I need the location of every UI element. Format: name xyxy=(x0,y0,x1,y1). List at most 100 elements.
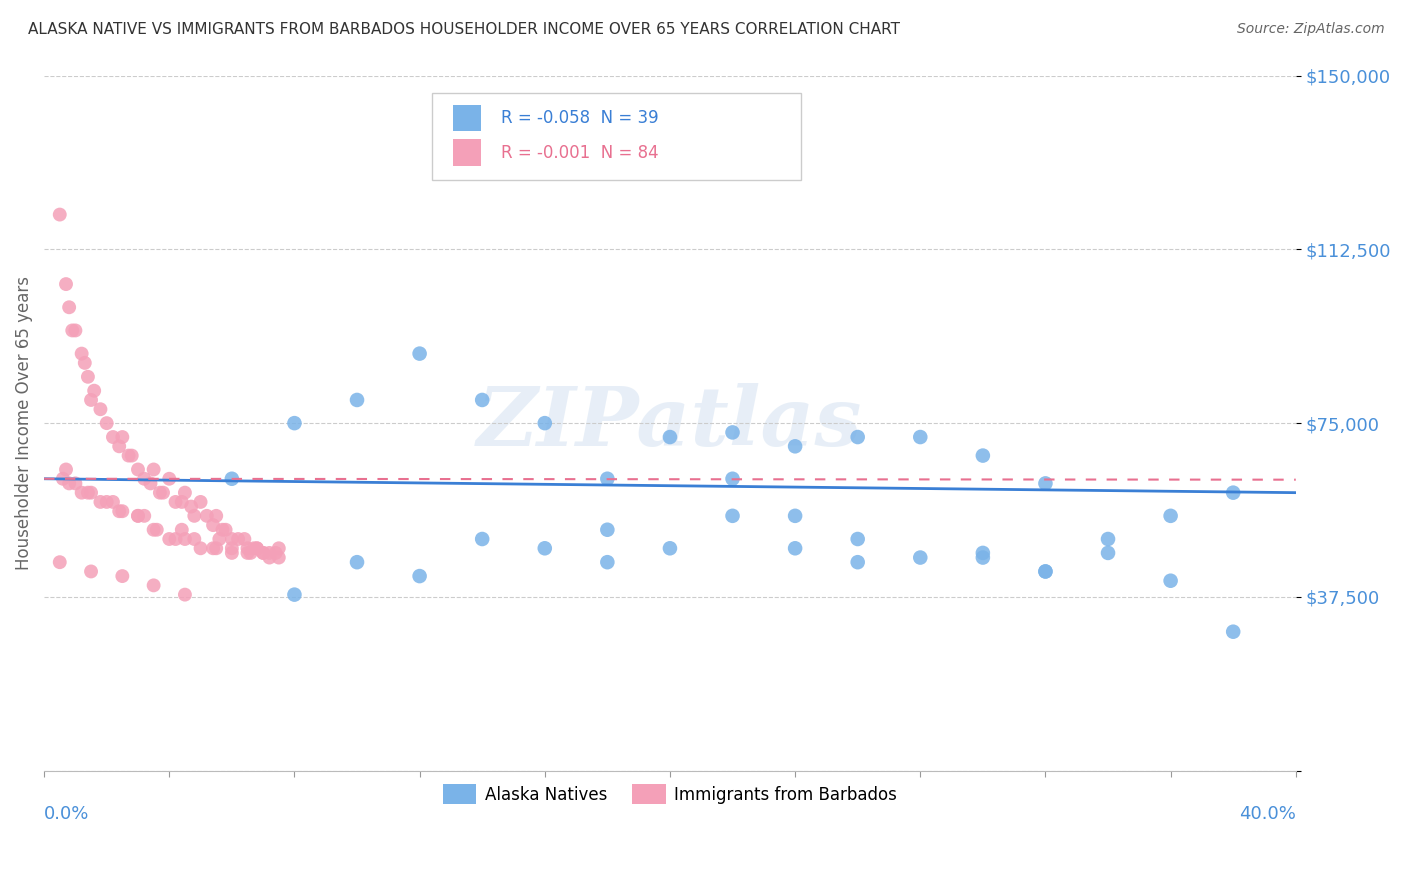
Point xyxy=(264,546,287,560)
Point xyxy=(785,541,807,556)
Point xyxy=(226,532,249,546)
Point xyxy=(259,546,281,560)
Point xyxy=(283,588,305,602)
Point xyxy=(101,495,124,509)
Point xyxy=(1035,565,1057,579)
Point xyxy=(533,541,555,556)
Point xyxy=(658,430,681,444)
Point xyxy=(267,550,290,565)
Point xyxy=(70,485,93,500)
Point xyxy=(134,472,156,486)
Point xyxy=(346,555,368,569)
Bar xyxy=(453,104,481,131)
Point xyxy=(145,523,167,537)
Point xyxy=(121,449,143,463)
Point xyxy=(70,346,93,360)
Point xyxy=(471,532,494,546)
Point xyxy=(80,392,103,407)
Point xyxy=(214,523,236,537)
Point xyxy=(111,569,134,583)
Point xyxy=(73,356,96,370)
Point xyxy=(721,508,744,523)
Point xyxy=(721,425,744,440)
Point xyxy=(96,416,118,430)
Point xyxy=(1222,624,1244,639)
Point xyxy=(183,532,205,546)
Point xyxy=(170,523,193,537)
Point xyxy=(58,300,80,314)
Point xyxy=(596,555,619,569)
Point xyxy=(89,495,111,509)
Point xyxy=(785,439,807,453)
Point xyxy=(117,449,139,463)
Point xyxy=(236,546,259,560)
Point xyxy=(183,508,205,523)
Point xyxy=(202,541,225,556)
Point xyxy=(49,555,72,569)
Point xyxy=(1097,532,1119,546)
Point xyxy=(246,541,269,556)
Point xyxy=(190,495,212,509)
Point xyxy=(174,588,197,602)
Point xyxy=(142,523,165,537)
Point xyxy=(972,546,994,560)
Point xyxy=(58,476,80,491)
Point xyxy=(55,277,77,291)
Point xyxy=(346,392,368,407)
Bar xyxy=(453,139,481,166)
Point xyxy=(221,541,243,556)
Text: ZIPatlas: ZIPatlas xyxy=(477,384,863,463)
FancyBboxPatch shape xyxy=(432,93,801,180)
Point xyxy=(205,541,228,556)
Point xyxy=(157,472,180,486)
Point xyxy=(785,508,807,523)
Point xyxy=(208,532,231,546)
Point xyxy=(1035,565,1057,579)
Point xyxy=(83,384,105,398)
Point xyxy=(233,532,256,546)
Point xyxy=(471,392,494,407)
Point xyxy=(252,546,274,560)
Point xyxy=(111,430,134,444)
Point xyxy=(658,541,681,556)
Text: 0.0%: 0.0% xyxy=(44,805,90,823)
Point xyxy=(134,508,156,523)
Point xyxy=(149,485,172,500)
Point xyxy=(101,430,124,444)
Point xyxy=(205,508,228,523)
Text: Source: ZipAtlas.com: Source: ZipAtlas.com xyxy=(1237,22,1385,37)
Point xyxy=(239,546,262,560)
Point xyxy=(55,462,77,476)
Point xyxy=(65,476,87,491)
Point xyxy=(1222,485,1244,500)
Point xyxy=(139,476,162,491)
Point xyxy=(202,518,225,533)
Point xyxy=(65,323,87,337)
Point xyxy=(80,565,103,579)
Point xyxy=(165,495,187,509)
Point xyxy=(52,472,75,486)
Point xyxy=(846,532,869,546)
Point xyxy=(127,508,149,523)
Point xyxy=(89,402,111,417)
Point xyxy=(596,472,619,486)
Point xyxy=(174,532,197,546)
Point xyxy=(267,541,290,556)
Point xyxy=(596,523,619,537)
Point xyxy=(108,504,131,518)
Point xyxy=(283,416,305,430)
Point xyxy=(195,508,218,523)
Point xyxy=(252,546,274,560)
Point xyxy=(60,323,83,337)
Point xyxy=(49,208,72,222)
Point xyxy=(221,532,243,546)
Point xyxy=(142,578,165,592)
Point xyxy=(142,462,165,476)
Point xyxy=(174,485,197,500)
Point xyxy=(259,550,281,565)
Point xyxy=(242,541,264,556)
Text: R = -0.001  N = 84: R = -0.001 N = 84 xyxy=(501,144,658,161)
Point xyxy=(96,495,118,509)
Point xyxy=(152,485,174,500)
Point xyxy=(80,485,103,500)
